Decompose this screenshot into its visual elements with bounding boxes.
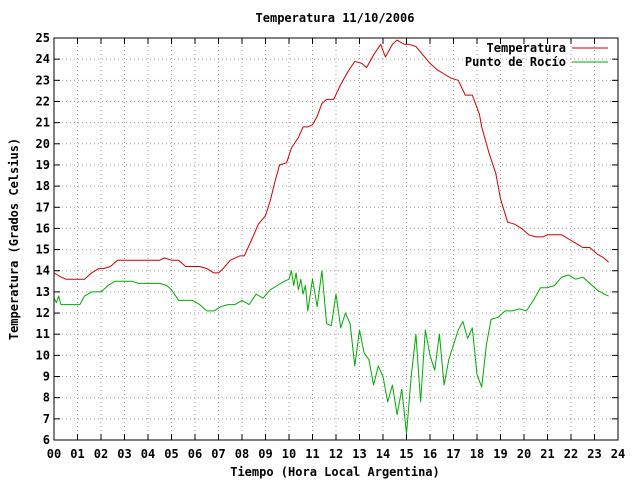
series-group bbox=[53, 39, 609, 435]
x-tick-label: 08 bbox=[235, 447, 249, 461]
y-tick-label: 22 bbox=[36, 94, 50, 108]
x-tick-label: 04 bbox=[141, 447, 155, 461]
y-tick-label: 25 bbox=[36, 31, 50, 45]
y-tick-label: 20 bbox=[36, 137, 50, 151]
y-tick-label: 18 bbox=[36, 179, 50, 193]
y-tick-label: 11 bbox=[36, 327, 50, 341]
x-tick-label: 11 bbox=[305, 447, 319, 461]
x-tick-label: 24 bbox=[611, 447, 625, 461]
x-tick-label: 16 bbox=[423, 447, 437, 461]
series-line-temperatura bbox=[53, 39, 609, 280]
x-tick-label: 20 bbox=[517, 447, 531, 461]
x-tick-label: 18 bbox=[470, 447, 484, 461]
x-tick-label: 03 bbox=[117, 447, 131, 461]
legend-label: Punto de Rocío bbox=[465, 55, 566, 69]
x-tick-label: 14 bbox=[376, 447, 390, 461]
x-tick-label: 21 bbox=[540, 447, 554, 461]
x-tick-label: 07 bbox=[211, 447, 225, 461]
y-tick-label: 9 bbox=[43, 370, 50, 384]
grid bbox=[54, 38, 618, 440]
y-tick-label: 8 bbox=[43, 391, 50, 405]
x-tick-label: 22 bbox=[564, 447, 578, 461]
y-tick-label: 24 bbox=[36, 52, 50, 66]
y-tick-label: 14 bbox=[36, 264, 50, 278]
y-tick-label: 19 bbox=[36, 158, 50, 172]
x-tick-label: 17 bbox=[446, 447, 460, 461]
axis-ticks: 6 7 8 9 10 11 12 13 14 15 16 17 18 19 20 21 22 23 24 25 00 01… bbox=[36, 31, 626, 461]
series-line-punto-de-rocio bbox=[53, 270, 609, 435]
y-axis-label: Temperatura (Grados Celsius) bbox=[7, 138, 21, 340]
y-tick-label: 17 bbox=[36, 200, 50, 214]
y-tick-label: 23 bbox=[36, 73, 50, 87]
x-tick-label: 06 bbox=[188, 447, 202, 461]
chart-title: Temperatura 11/10/2006 bbox=[256, 11, 415, 25]
x-tick-label: 09 bbox=[258, 447, 272, 461]
x-tick-label: 13 bbox=[352, 447, 366, 461]
x-tick-label: 05 bbox=[164, 447, 178, 461]
y-tick-label: 7 bbox=[43, 412, 50, 426]
y-tick-label: 16 bbox=[36, 221, 50, 235]
x-tick-label: 10 bbox=[282, 447, 296, 461]
x-tick-label: 02 bbox=[94, 447, 108, 461]
x-tick-label: 15 bbox=[399, 447, 413, 461]
legend-label: Temperatura bbox=[487, 41, 566, 55]
x-tick-label: 01 bbox=[70, 447, 84, 461]
x-tick-label: 23 bbox=[587, 447, 601, 461]
y-tick-label: 12 bbox=[36, 306, 50, 320]
y-tick-label: 13 bbox=[36, 285, 50, 299]
y-tick-label: 6 bbox=[43, 433, 50, 447]
x-tick-label: 12 bbox=[329, 447, 343, 461]
x-tick-label: 00 bbox=[47, 447, 61, 461]
y-tick-label: 10 bbox=[36, 348, 50, 362]
x-axis-label: Tiempo (Hora Local Argentina) bbox=[230, 465, 440, 479]
y-tick-label: 21 bbox=[36, 116, 50, 130]
y-tick-label: 15 bbox=[36, 243, 50, 257]
x-tick-label: 19 bbox=[493, 447, 507, 461]
